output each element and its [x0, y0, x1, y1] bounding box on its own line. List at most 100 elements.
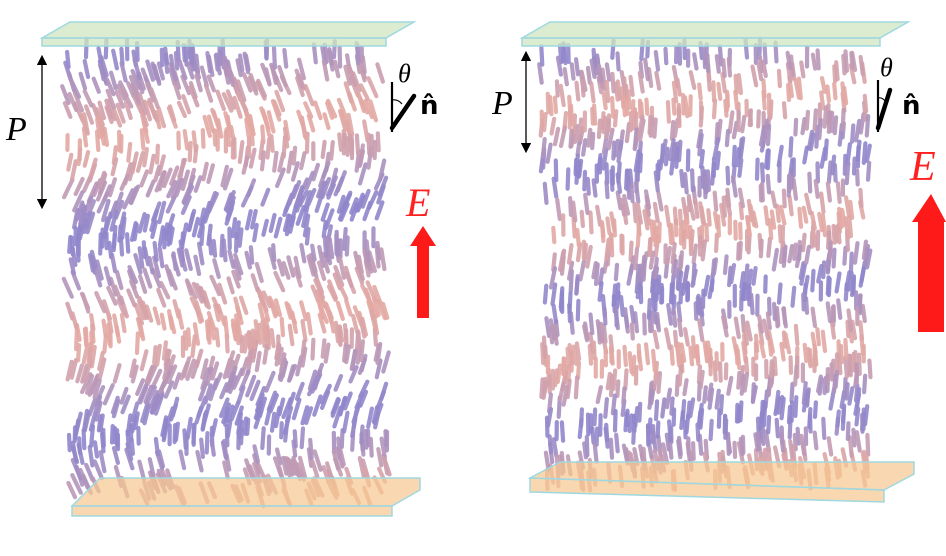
molecule [544, 316, 552, 338]
molecule [316, 297, 325, 320]
molecule [225, 370, 236, 393]
molecule [820, 213, 828, 238]
molecule [191, 216, 200, 238]
molecule [769, 209, 777, 230]
molecule [329, 140, 335, 161]
molecule [304, 170, 315, 191]
molecule [98, 115, 106, 136]
molecule [565, 346, 571, 368]
molecule [794, 245, 803, 269]
molecule [342, 323, 349, 345]
molecule [106, 285, 118, 306]
molecule [605, 371, 613, 391]
molecule [540, 341, 546, 366]
molecule [676, 139, 683, 163]
molecule [682, 378, 689, 397]
molecule [713, 232, 720, 254]
molecule [292, 429, 298, 449]
molecule [859, 411, 867, 432]
molecule [793, 117, 799, 137]
molecule [204, 431, 210, 455]
molecule [832, 115, 839, 136]
field-indicator-left: E [405, 180, 436, 318]
molecule [153, 436, 160, 457]
molecule [161, 417, 169, 440]
molecule [626, 88, 632, 110]
molecule [149, 208, 159, 232]
molecule [829, 319, 837, 340]
molecule [712, 190, 719, 212]
molecule [656, 221, 662, 244]
molecule [138, 274, 148, 294]
molecule [862, 404, 870, 427]
molecule [356, 329, 362, 350]
molecule [354, 266, 365, 285]
molecule [676, 270, 684, 292]
molecule [193, 175, 203, 193]
molecule [660, 442, 670, 465]
molecule [672, 258, 679, 279]
molecule [358, 379, 370, 399]
molecule [203, 200, 212, 219]
molecule [847, 214, 854, 239]
molecule [609, 95, 616, 119]
molecule [116, 83, 127, 101]
molecule [320, 251, 331, 274]
molecule [232, 95, 243, 119]
molecule [633, 149, 641, 173]
molecule [826, 109, 833, 134]
molecule [557, 381, 566, 402]
molecule [779, 396, 786, 421]
molecule [850, 319, 858, 341]
molecule [137, 246, 145, 269]
molecule [301, 205, 310, 228]
molecule [372, 284, 383, 306]
molecule [374, 200, 385, 221]
molecule [765, 173, 772, 195]
molecule [600, 222, 606, 244]
molecule [670, 242, 677, 265]
molecule [362, 200, 373, 222]
molecule [801, 292, 806, 312]
molecule [110, 157, 119, 177]
molecule [545, 91, 551, 115]
molecule [75, 203, 86, 221]
molecule [735, 146, 742, 168]
molecule [642, 209, 650, 231]
molecule [374, 358, 383, 380]
molecule [111, 224, 118, 249]
molecule [759, 400, 767, 424]
molecule [221, 238, 228, 263]
molecule [363, 429, 369, 450]
molecule [792, 364, 799, 387]
molecule [779, 341, 786, 362]
molecule [637, 70, 645, 94]
molecule [226, 359, 235, 379]
molecule [816, 263, 824, 284]
molecule [547, 434, 554, 455]
molecule [592, 407, 598, 427]
molecule [545, 407, 554, 428]
molecule [861, 373, 868, 395]
molecule [234, 405, 244, 426]
molecule [193, 254, 202, 277]
molecule [861, 239, 869, 261]
pitch-label-right: P [491, 85, 513, 122]
molecule [583, 192, 590, 216]
molecule [105, 88, 117, 110]
molecule [805, 389, 811, 408]
molecule [359, 424, 365, 445]
molecule [802, 342, 809, 364]
molecule [73, 176, 85, 197]
molecule [62, 100, 73, 120]
molecule [242, 416, 249, 436]
molecule [137, 382, 149, 404]
molecule [273, 270, 286, 293]
molecule [222, 438, 229, 461]
molecule [702, 274, 711, 297]
molecule [611, 368, 618, 391]
molecule [313, 278, 325, 300]
molecule [588, 210, 594, 235]
angle-arc-right [877, 97, 886, 102]
molecule [323, 208, 335, 231]
